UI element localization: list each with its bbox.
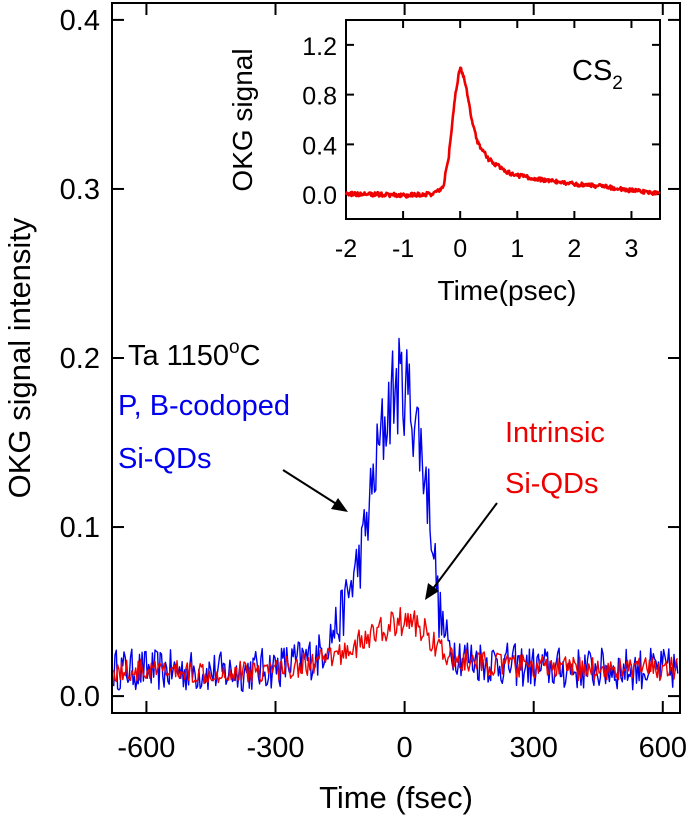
red-arrow-line bbox=[431, 502, 498, 591]
inset-y-tick-label: 0.4 bbox=[302, 132, 337, 160]
main-y-tick-label: 0.1 bbox=[60, 512, 100, 544]
inset-series bbox=[344, 66, 661, 199]
blue-series-label-line2: Si-QDs bbox=[118, 443, 211, 475]
main-y-tick-label: 0.3 bbox=[60, 174, 100, 206]
main-x-axis-label: Time (fsec) bbox=[319, 780, 473, 815]
main-series bbox=[113, 337, 679, 693]
inset-x-tick-label: 2 bbox=[567, 235, 581, 263]
main-y-axis-label: OKG signal intensity bbox=[2, 217, 37, 498]
red-arrow-head bbox=[425, 583, 439, 600]
series-line-codoped bbox=[113, 337, 679, 693]
main-y-tick-label: 0.4 bbox=[60, 5, 100, 37]
inset-y-axis-label: OKG signal bbox=[227, 48, 258, 191]
main-x-tick-label: 0 bbox=[397, 732, 413, 764]
inset-y-tick-label: 0.8 bbox=[302, 83, 337, 111]
inset-y-tick-label: 1.2 bbox=[302, 33, 337, 61]
inset-plot-frame bbox=[345, 19, 661, 220]
inset-x-tick-label: 0 bbox=[453, 235, 467, 263]
main-x-tick-label: -300 bbox=[246, 732, 304, 764]
series-line-intrinsic bbox=[113, 607, 679, 685]
main-x-tick-label: 300 bbox=[510, 732, 558, 764]
inset-x-tick-label: -2 bbox=[335, 235, 357, 263]
inset-x-axis-label: Time(psec) bbox=[438, 275, 577, 306]
sample-label: Ta 1150oC bbox=[128, 337, 261, 372]
inset-x-tick-label: 3 bbox=[625, 235, 639, 263]
inset-title: CS2 bbox=[572, 55, 623, 94]
inset-ticks: -2 -1 0 1 2 3 0.0 0.4 0.8 1.2 bbox=[302, 20, 660, 263]
main-ticks: -600 -300 0 300 600 0.0 0.1 0.2 0.3 0.4 bbox=[60, 3, 687, 764]
main-x-tick-label: 600 bbox=[639, 732, 687, 764]
blue-arrow-line bbox=[282, 469, 339, 506]
main-x-tick-label: -600 bbox=[117, 732, 175, 764]
red-series-label-line2: Si-QDs bbox=[505, 468, 598, 500]
main-y-tick-label: 0.0 bbox=[60, 681, 100, 713]
inset-y-tick-label: 0.0 bbox=[302, 182, 337, 210]
red-series-label-line1: Intrinsic bbox=[505, 417, 605, 449]
inset-series-line-cs2 bbox=[344, 66, 661, 199]
inset-x-tick-label: 1 bbox=[510, 235, 524, 263]
inset-x-tick-label: -1 bbox=[392, 235, 414, 263]
blue-series-label-line1: P, B-codoped bbox=[118, 390, 290, 422]
main-y-tick-label: 0.2 bbox=[60, 343, 100, 375]
blue-arrow-head bbox=[331, 498, 348, 512]
